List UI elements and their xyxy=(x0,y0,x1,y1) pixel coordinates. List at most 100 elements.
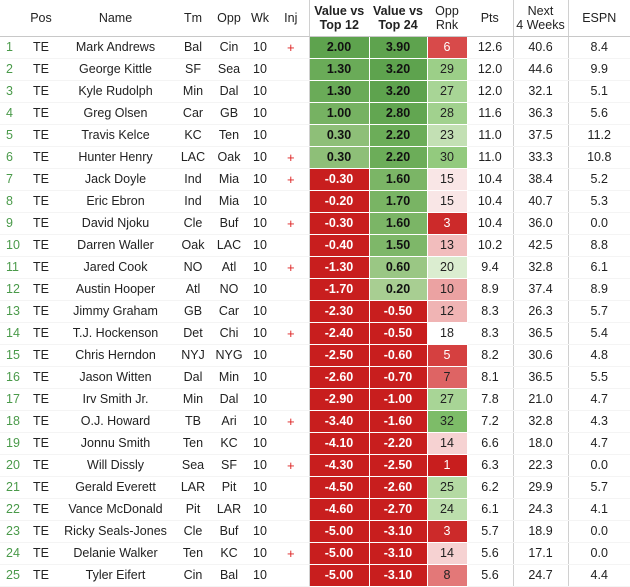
cell-injury xyxy=(273,366,310,389)
cell-opponent: KC xyxy=(211,432,247,455)
table-row: 17 TE Irv Smith Jr. Min Dal 10 -2.90 -1.00 27 7.8… xyxy=(0,388,630,411)
cell-next-4-weeks: 17.1 xyxy=(513,542,569,565)
cell-injury: + xyxy=(273,322,310,345)
cell-opp-rank: 24 xyxy=(427,498,468,521)
header-inj[interactable]: Inj xyxy=(273,0,310,37)
cell-next-4-weeks: 21.0 xyxy=(513,388,569,411)
header-espn[interactable]: ESPN xyxy=(568,0,630,37)
header-value-top24-line1: Value vs xyxy=(372,4,424,18)
cell-pos: TE xyxy=(26,322,56,345)
cell-next-4-weeks: 29.9 xyxy=(513,476,569,499)
cell-week: 10 xyxy=(247,498,273,521)
cell-espn: 10.8 xyxy=(568,146,630,169)
cell-points: 8.1 xyxy=(467,366,514,389)
cell-next-4-weeks: 44.6 xyxy=(513,58,569,81)
cell-opponent: NO xyxy=(211,278,247,301)
cell-player-name: Mark Andrews xyxy=(56,36,175,59)
cell-injury xyxy=(273,498,310,521)
row-index: 10 xyxy=(0,234,26,257)
table-body: 1 TE Mark Andrews Bal Cin 10 +2.00 3.90 6 12.6 40.… xyxy=(0,36,630,587)
cell-value-top24: 1.60 xyxy=(369,168,428,191)
row-index: 13 xyxy=(0,300,26,323)
cell-next-4-weeks: 42.5 xyxy=(513,234,569,257)
header-value-top12[interactable]: Value vs Top 12 xyxy=(309,0,369,37)
cell-next-4-weeks: 22.3 xyxy=(513,454,569,477)
cell-pos: TE xyxy=(26,520,56,543)
cell-team: Atl xyxy=(175,278,211,301)
row-index: 4 xyxy=(0,102,26,125)
cell-espn: 9.9 xyxy=(568,58,630,81)
cell-opp-rank: 14 xyxy=(427,542,468,565)
cell-pos: TE xyxy=(26,278,56,301)
header-opp[interactable]: Opp xyxy=(211,0,247,37)
cell-opponent: Sea xyxy=(211,58,247,81)
cell-value-top24: -0.50 xyxy=(369,322,428,345)
cell-player-name: Chris Herndon xyxy=(56,344,175,367)
cell-value-top24: 2.80 xyxy=(369,102,428,125)
cell-espn: 5.7 xyxy=(568,300,630,323)
cell-week: 10 xyxy=(247,234,273,257)
cell-next-4-weeks: 40.7 xyxy=(513,190,569,213)
cell-espn: 5.3 xyxy=(568,190,630,213)
cell-team: Cin xyxy=(175,564,211,587)
cell-value-top12: -2.40 xyxy=(309,322,370,345)
header-wk[interactable]: Wk xyxy=(247,0,273,37)
cell-pos: TE xyxy=(26,542,56,565)
cell-week: 10 xyxy=(247,36,273,59)
cell-points: 11.0 xyxy=(467,124,514,147)
row-index: 1 xyxy=(0,36,26,59)
cell-points: 9.4 xyxy=(467,256,514,279)
header-tm[interactable]: Tm xyxy=(175,0,211,37)
header-name[interactable]: Name xyxy=(56,0,175,37)
cell-injury xyxy=(273,190,310,213)
cell-value-top24: -3.10 xyxy=(369,542,428,565)
cell-espn: 8.9 xyxy=(568,278,630,301)
row-index: 5 xyxy=(0,124,26,147)
cell-next-4-weeks: 32.1 xyxy=(513,80,569,103)
cell-week: 10 xyxy=(247,256,273,279)
cell-player-name: Eric Ebron xyxy=(56,190,175,213)
table-row: 9 TE David Njoku Cle Buf 10 + -0.30 1.60 3 10.4 36.… xyxy=(0,212,630,235)
cell-opp-rank: 12 xyxy=(427,300,468,323)
cell-pos: TE xyxy=(26,256,56,279)
row-index: 12 xyxy=(0,278,26,301)
cell-next-4-weeks: 36.5 xyxy=(513,322,569,345)
header-value-top24[interactable]: Value vs Top 24 xyxy=(369,0,427,37)
cell-team: NO xyxy=(175,256,211,279)
cell-opponent: Mia xyxy=(211,190,247,213)
cell-points: 10.4 xyxy=(467,190,514,213)
cell-team: LAC xyxy=(175,146,211,169)
table-row: 3 TE Kyle Rudolph Min Dal 10 1.30 3.20 27 12.0 32.… xyxy=(0,80,630,103)
cell-espn: 0.0 xyxy=(568,542,630,565)
header-pos[interactable]: Pos xyxy=(26,0,56,37)
row-index: 17 xyxy=(0,388,26,411)
cell-week: 10 xyxy=(247,102,273,125)
cell-pos: TE xyxy=(26,190,56,213)
cell-player-name: Jack Doyle xyxy=(56,168,175,191)
header-next-4-weeks[interactable]: Next 4 Weeks xyxy=(513,0,569,37)
cell-week: 10 xyxy=(247,410,273,433)
cell-pos: TE xyxy=(26,476,56,499)
cell-opponent: Buf xyxy=(211,212,247,235)
header-opp-rank[interactable]: Opp Rnk xyxy=(427,0,467,37)
header-pts[interactable]: Pts xyxy=(467,0,514,37)
cell-player-name: David Njoku xyxy=(56,212,175,235)
row-index: 25 xyxy=(0,564,26,587)
cell-value-top24: 1.70 xyxy=(369,190,428,213)
cell-opp-rank: 5 xyxy=(427,344,468,367)
cell-points: 11.6 xyxy=(467,102,514,125)
cell-week: 10 xyxy=(247,542,273,565)
cell-opp-rank: 30 xyxy=(427,146,468,169)
cell-value-top12: -1.70 xyxy=(309,278,370,301)
cell-points: 6.2 xyxy=(467,476,514,499)
cell-week: 10 xyxy=(247,168,273,191)
cell-points: 10.2 xyxy=(467,234,514,257)
cell-opponent: Oak xyxy=(211,146,247,169)
row-index: 11 xyxy=(0,256,26,279)
cell-injury xyxy=(273,124,310,147)
header-next-line1: Next xyxy=(527,4,554,18)
cell-points: 7.2 xyxy=(467,410,514,433)
cell-opp-rank: 10 xyxy=(427,278,468,301)
cell-team: Ten xyxy=(175,542,211,565)
cell-opponent: KC xyxy=(211,542,247,565)
